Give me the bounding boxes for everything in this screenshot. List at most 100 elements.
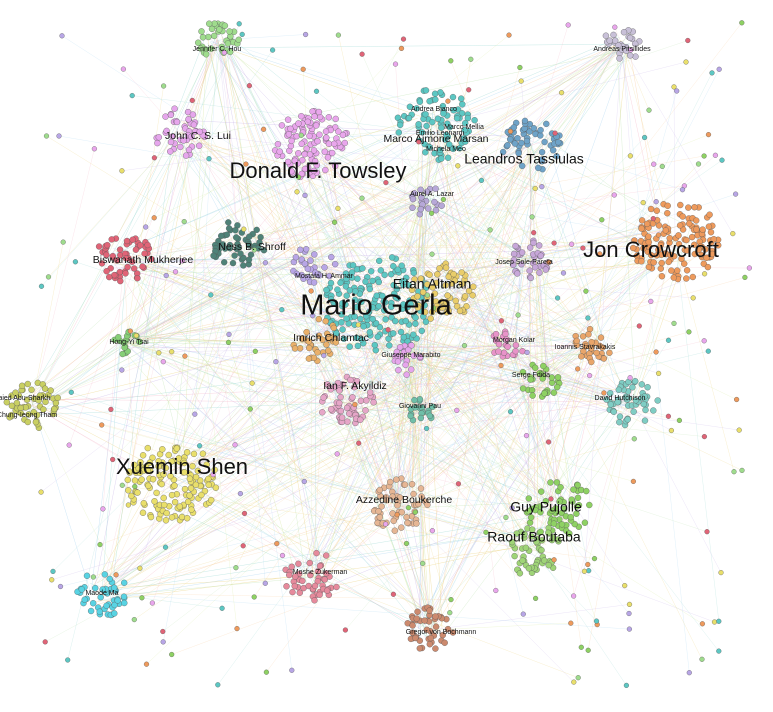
graph-edge	[141, 343, 509, 598]
graph-node	[139, 509, 147, 516]
graph-node	[320, 394, 327, 401]
graph-node	[478, 177, 485, 183]
graph-edge	[520, 81, 561, 511]
graph-edge	[212, 474, 313, 577]
graph-node	[38, 489, 44, 495]
graph-node	[711, 619, 718, 625]
graph-node	[160, 494, 167, 502]
graph-node	[134, 489, 141, 496]
graph-node	[294, 189, 300, 195]
graph-edge	[123, 257, 135, 487]
graph-node	[312, 269, 319, 276]
graph-edge	[178, 50, 622, 142]
graph-edge	[402, 340, 591, 495]
graph-node	[356, 440, 362, 446]
graph-node	[221, 259, 228, 266]
graph-node	[442, 264, 450, 271]
graph-node	[401, 278, 408, 285]
graph-node	[203, 51, 210, 58]
graph-node	[551, 240, 557, 246]
graph-edge	[409, 340, 512, 362]
graph-edge	[217, 39, 605, 394]
graph-edge	[182, 50, 208, 464]
graph-node	[716, 618, 722, 624]
graph-node	[388, 254, 396, 261]
graph-node	[225, 225, 233, 232]
graph-node	[393, 348, 400, 356]
graph-node	[674, 267, 681, 274]
graph-node	[417, 205, 424, 213]
graph-edge	[128, 339, 504, 347]
graph-node	[555, 139, 562, 146]
graph-edge	[214, 44, 440, 124]
graph-node	[288, 563, 295, 570]
graph-edge	[109, 286, 439, 586]
graph-node	[537, 126, 544, 134]
graph-node	[199, 34, 207, 41]
graph-node	[529, 214, 535, 220]
graph-node	[343, 292, 350, 299]
graph-node	[302, 192, 308, 198]
graph-edge	[31, 34, 243, 406]
graph-edge	[304, 481, 561, 511]
graph-node	[342, 627, 348, 633]
graph-node	[321, 353, 327, 359]
graph-edge	[183, 121, 324, 257]
graph-node	[339, 326, 346, 333]
graph-node	[296, 174, 302, 180]
cluster-label-boutaba: Raouf Boutaba	[487, 529, 581, 545]
graph-node	[377, 267, 384, 274]
graph-node	[323, 341, 330, 348]
graph-node	[175, 455, 182, 462]
graph-node	[291, 157, 298, 164]
graph-node	[504, 343, 511, 350]
graph-node	[236, 21, 242, 27]
graph-node	[167, 111, 175, 119]
graph-edge	[587, 239, 676, 565]
graph-node	[310, 279, 318, 286]
graph-node	[232, 442, 238, 448]
graph-edge	[439, 117, 539, 251]
graph-node	[416, 98, 424, 105]
graph-edge	[125, 85, 164, 343]
graph-edge	[414, 257, 531, 416]
graph-edge	[199, 407, 421, 447]
graph-node	[251, 594, 257, 600]
graph-node	[125, 502, 131, 508]
graph-edge	[31, 404, 407, 544]
graph-node	[667, 251, 674, 259]
graph-edge	[28, 198, 434, 411]
graph-node	[394, 502, 401, 509]
graph-node	[546, 259, 552, 265]
graph-node	[448, 597, 454, 603]
graph-edge	[276, 359, 409, 544]
graph-node	[30, 409, 37, 416]
graph-node	[247, 406, 253, 412]
graph-edge	[537, 130, 669, 232]
graph-edge	[315, 544, 525, 591]
graph-node	[301, 478, 307, 485]
graph-node	[626, 34, 634, 42]
graph-node	[616, 419, 623, 426]
graph-node	[587, 373, 593, 379]
graph-node	[162, 464, 170, 472]
graph-node	[414, 608, 421, 615]
graph-node	[546, 439, 552, 445]
graph-node	[640, 400, 647, 408]
graph-edge	[113, 576, 304, 589]
graph-node	[136, 338, 143, 345]
graph-edge	[423, 400, 637, 405]
graph-node	[699, 226, 706, 233]
graph-node	[551, 557, 557, 563]
graph-node	[677, 201, 684, 209]
graph-edge	[112, 254, 438, 628]
graph-node	[431, 305, 437, 311]
graph-node	[139, 263, 146, 270]
graph-edge	[171, 350, 709, 483]
graph-node	[632, 53, 639, 60]
graph-edge	[175, 136, 420, 197]
graph-node	[119, 168, 125, 174]
graph-node	[453, 115, 461, 122]
graph-node	[221, 50, 227, 56]
graph-node	[337, 407, 345, 415]
